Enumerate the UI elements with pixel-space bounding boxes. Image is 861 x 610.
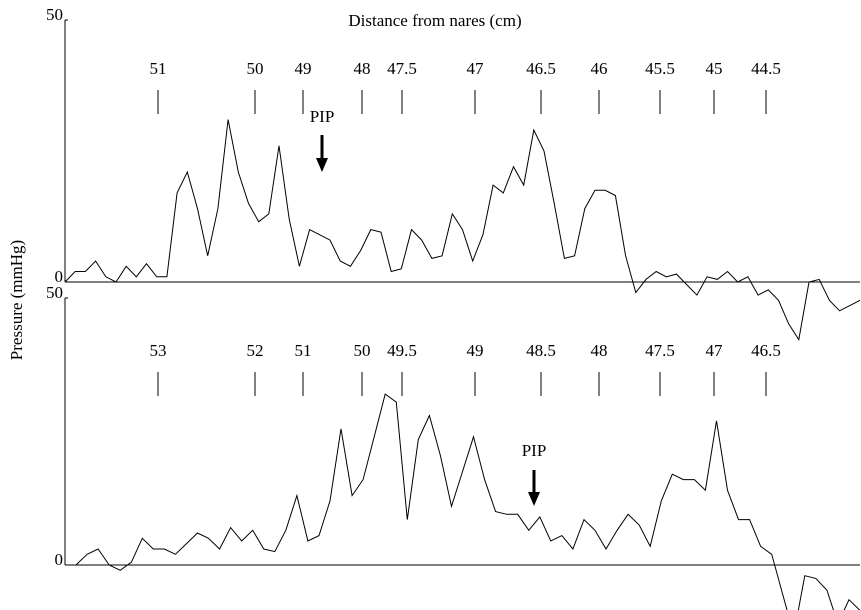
distance-label: 46 bbox=[591, 59, 608, 78]
arrow-head bbox=[528, 492, 540, 506]
y-tick-label: 0 bbox=[55, 267, 64, 286]
distance-label: 50 bbox=[247, 59, 264, 78]
y-tick-label: 50 bbox=[46, 5, 63, 24]
distance-label: 50 bbox=[354, 341, 371, 360]
distance-label: 45.5 bbox=[645, 59, 675, 78]
trace bbox=[64, 119, 861, 341]
distance-label: 51 bbox=[295, 341, 312, 360]
distance-label: 46.5 bbox=[751, 341, 781, 360]
distance-label: 51 bbox=[150, 59, 167, 78]
trace bbox=[65, 393, 861, 610]
distance-label: 44.5 bbox=[751, 59, 781, 78]
y-tick-label: 50 bbox=[46, 283, 63, 302]
distance-label: 49 bbox=[467, 341, 484, 360]
distance-label: 47 bbox=[467, 59, 485, 78]
annotation: PIP bbox=[522, 441, 547, 460]
y-tick-label: 0 bbox=[55, 550, 64, 569]
distance-label: 45 bbox=[706, 59, 723, 78]
distance-label: 53 bbox=[150, 341, 167, 360]
distance-label: 48.5 bbox=[526, 341, 556, 360]
distance-label: 46.5 bbox=[526, 59, 556, 78]
annotation: PIP bbox=[310, 107, 335, 126]
distance-label: 47.5 bbox=[387, 59, 417, 78]
arrow-head bbox=[316, 158, 328, 172]
distance-label: 48 bbox=[354, 59, 371, 78]
distance-label: 47 bbox=[706, 341, 724, 360]
y-axis-label: Pressure (mmHg) bbox=[7, 240, 26, 360]
distance-label: 48 bbox=[591, 341, 608, 360]
distance-label: 49 bbox=[295, 59, 312, 78]
distance-label: 52 bbox=[247, 341, 264, 360]
chart-title: Distance from nares (cm) bbox=[348, 11, 521, 30]
distance-label: 49.5 bbox=[387, 341, 417, 360]
distance-label: 47.5 bbox=[645, 341, 675, 360]
